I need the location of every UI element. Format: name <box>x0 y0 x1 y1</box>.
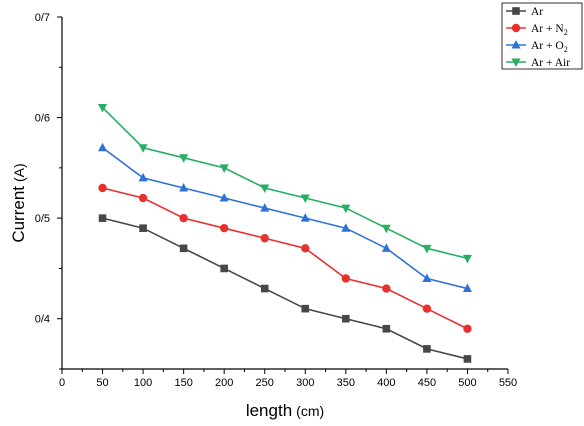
data-point <box>179 182 189 192</box>
series-2 <box>98 142 472 293</box>
data-point <box>462 283 472 293</box>
legend-box <box>501 2 583 70</box>
legend-marker <box>512 7 520 15</box>
data-point <box>422 304 432 313</box>
data-point <box>98 142 108 152</box>
y-axis-title-main: Current <box>9 186 28 243</box>
data-point <box>260 203 270 212</box>
legend-item: Ar + Air <box>506 57 570 69</box>
legend-marker <box>511 58 521 67</box>
data-point <box>423 345 431 353</box>
y-tick-label: 0/5 <box>35 213 50 225</box>
data-point <box>98 214 107 222</box>
x-tick-label: 100 <box>134 377 152 389</box>
data-point <box>220 264 228 273</box>
x-tick-label: 200 <box>215 377 233 389</box>
data-point <box>381 243 391 252</box>
data-point <box>139 224 147 232</box>
data-point <box>301 304 310 313</box>
legend-label-base: Ar + Air <box>531 57 570 69</box>
data-point <box>463 324 472 333</box>
legend-label-subscript: 2 <box>564 45 568 54</box>
data-point <box>98 104 108 113</box>
data-point <box>382 324 391 333</box>
x-tick-label: 50 <box>96 377 108 389</box>
data-point <box>138 144 148 153</box>
data-point <box>422 273 432 282</box>
data-point <box>179 213 188 223</box>
legend-label-base: Ar <box>531 6 543 18</box>
data-point <box>260 184 270 193</box>
series-line <box>102 147 468 290</box>
data-point <box>462 254 472 264</box>
data-point <box>98 183 107 193</box>
plot-layer <box>98 104 472 363</box>
data-point <box>138 172 148 182</box>
data-point <box>219 164 229 173</box>
data-point <box>342 314 350 323</box>
data-point <box>300 194 310 204</box>
data-point <box>179 154 189 163</box>
data-point <box>341 274 351 283</box>
series-1 <box>98 183 472 333</box>
y-tick-label: 0/7 <box>35 12 50 24</box>
legend-label: Ar <box>531 6 543 18</box>
x-tick-label: 0 <box>59 377 65 389</box>
legend-label-base: Ar + O <box>531 40 564 52</box>
y-tick-label: 0/6 <box>35 113 50 125</box>
x-tick-label: 450 <box>418 377 436 389</box>
x-tick-label: 150 <box>174 377 192 389</box>
legend-item: Ar <box>506 6 543 18</box>
series-line <box>101 106 468 260</box>
x-tick-label: 250 <box>256 377 274 389</box>
data-point <box>341 223 351 232</box>
legend-marker <box>511 23 521 33</box>
data-point <box>422 244 432 254</box>
data-point <box>382 284 391 293</box>
data-point <box>219 224 229 233</box>
y-axis-title-unit: (A) <box>11 163 27 182</box>
data-point <box>219 193 229 202</box>
y-tick-label: 0/4 <box>35 314 50 326</box>
legend-label: Ar + N2 <box>531 23 568 37</box>
x-tick-label: 550 <box>499 377 517 389</box>
legend-item: Ar + O2 <box>506 40 568 54</box>
data-point <box>301 244 310 253</box>
x-tick-label: 400 <box>377 377 395 389</box>
x-tick-label: 350 <box>337 377 355 389</box>
axis-layer: 0 50 100 150 200 250 300 350 400 450 500 550 0/4 0/5 0… <box>9 12 517 420</box>
series-line <box>102 187 468 330</box>
x-tick-label: 500 <box>458 377 476 389</box>
legend-label: Ar + O2 <box>531 40 568 54</box>
legend-label: Ar + Air <box>531 57 570 69</box>
legend-label-subscript: 2 <box>564 28 568 37</box>
data-point <box>463 355 472 363</box>
x-axis-title: length (cm) <box>246 401 324 420</box>
series-3 <box>98 104 472 264</box>
data-point <box>381 224 391 234</box>
data-point <box>260 284 269 293</box>
data-point <box>260 234 269 243</box>
series-line <box>102 217 468 360</box>
series-0 <box>98 214 472 363</box>
data-point <box>300 213 310 222</box>
x-tick-label: 300 <box>296 377 314 389</box>
y-axis-title: Current (A) <box>9 163 28 242</box>
data-point <box>138 193 148 203</box>
data-point <box>179 244 188 253</box>
data-point <box>341 204 351 214</box>
x-axis-title-main: length <box>246 401 292 420</box>
legend-marker <box>511 40 521 49</box>
legend-label-base: Ar + N <box>531 23 564 35</box>
x-axis-title-unit: (cm) <box>296 403 324 419</box>
legend-item: Ar + N2 <box>506 23 568 37</box>
